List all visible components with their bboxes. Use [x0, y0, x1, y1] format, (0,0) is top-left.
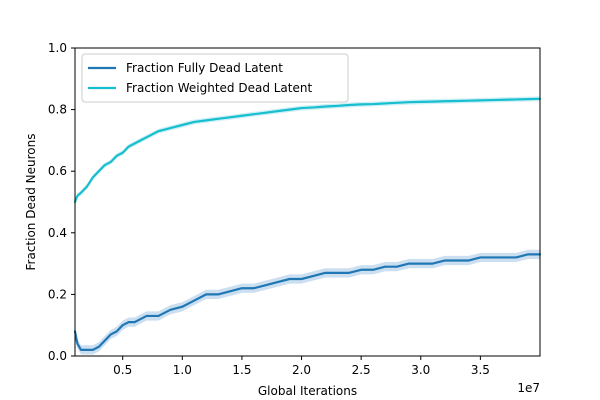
legend-label-0: Fraction Fully Dead Latent: [126, 61, 283, 75]
y-tick-label: 0.8: [48, 103, 67, 117]
x-tick-label: 3.0: [411, 363, 430, 377]
y-tick-label: 0.2: [48, 287, 67, 301]
y-tick-label: 0.0: [48, 349, 67, 363]
y-tick-label: 0.4: [48, 226, 67, 240]
y-tick-label: 1.0: [48, 41, 67, 55]
y-tick-label: 0.6: [48, 164, 67, 178]
plot-area-frame: [74, 47, 541, 357]
x-tick-label: 1.0: [173, 363, 192, 377]
x-tick-label: 0.5: [113, 363, 132, 377]
y-axis-ticks: 0.0 0.2 0.4 0.6 0.8 1.0: [48, 41, 75, 363]
x-tick-label: 1.5: [232, 363, 251, 377]
x-axis-offset-label: 1e7: [517, 381, 540, 395]
y-axis-label: Fraction Dead Neurons: [24, 134, 38, 271]
series-1-line: [73, 97, 542, 204]
x-tick-label: 2.5: [352, 363, 371, 377]
series-1-band: [75, 96, 540, 205]
legend-box: [81, 53, 349, 103]
x-tick-label: 3.5: [471, 363, 490, 377]
series-0-band: [75, 249, 540, 355]
x-axis-label: Global Iterations: [258, 384, 357, 398]
legend-label-1: Fraction Weighted Dead Latent: [126, 81, 312, 95]
x-tick-label: 2.0: [292, 363, 311, 377]
legend: Fraction Fully Dead Latent Fraction Weigh…: [81, 53, 349, 103]
x-axis-ticks: 0.5 1.0 1.5 2.0 2.5 3.0 3.5: [113, 356, 490, 377]
series-lines: [73, 97, 542, 351]
series-0-line: [73, 253, 542, 351]
